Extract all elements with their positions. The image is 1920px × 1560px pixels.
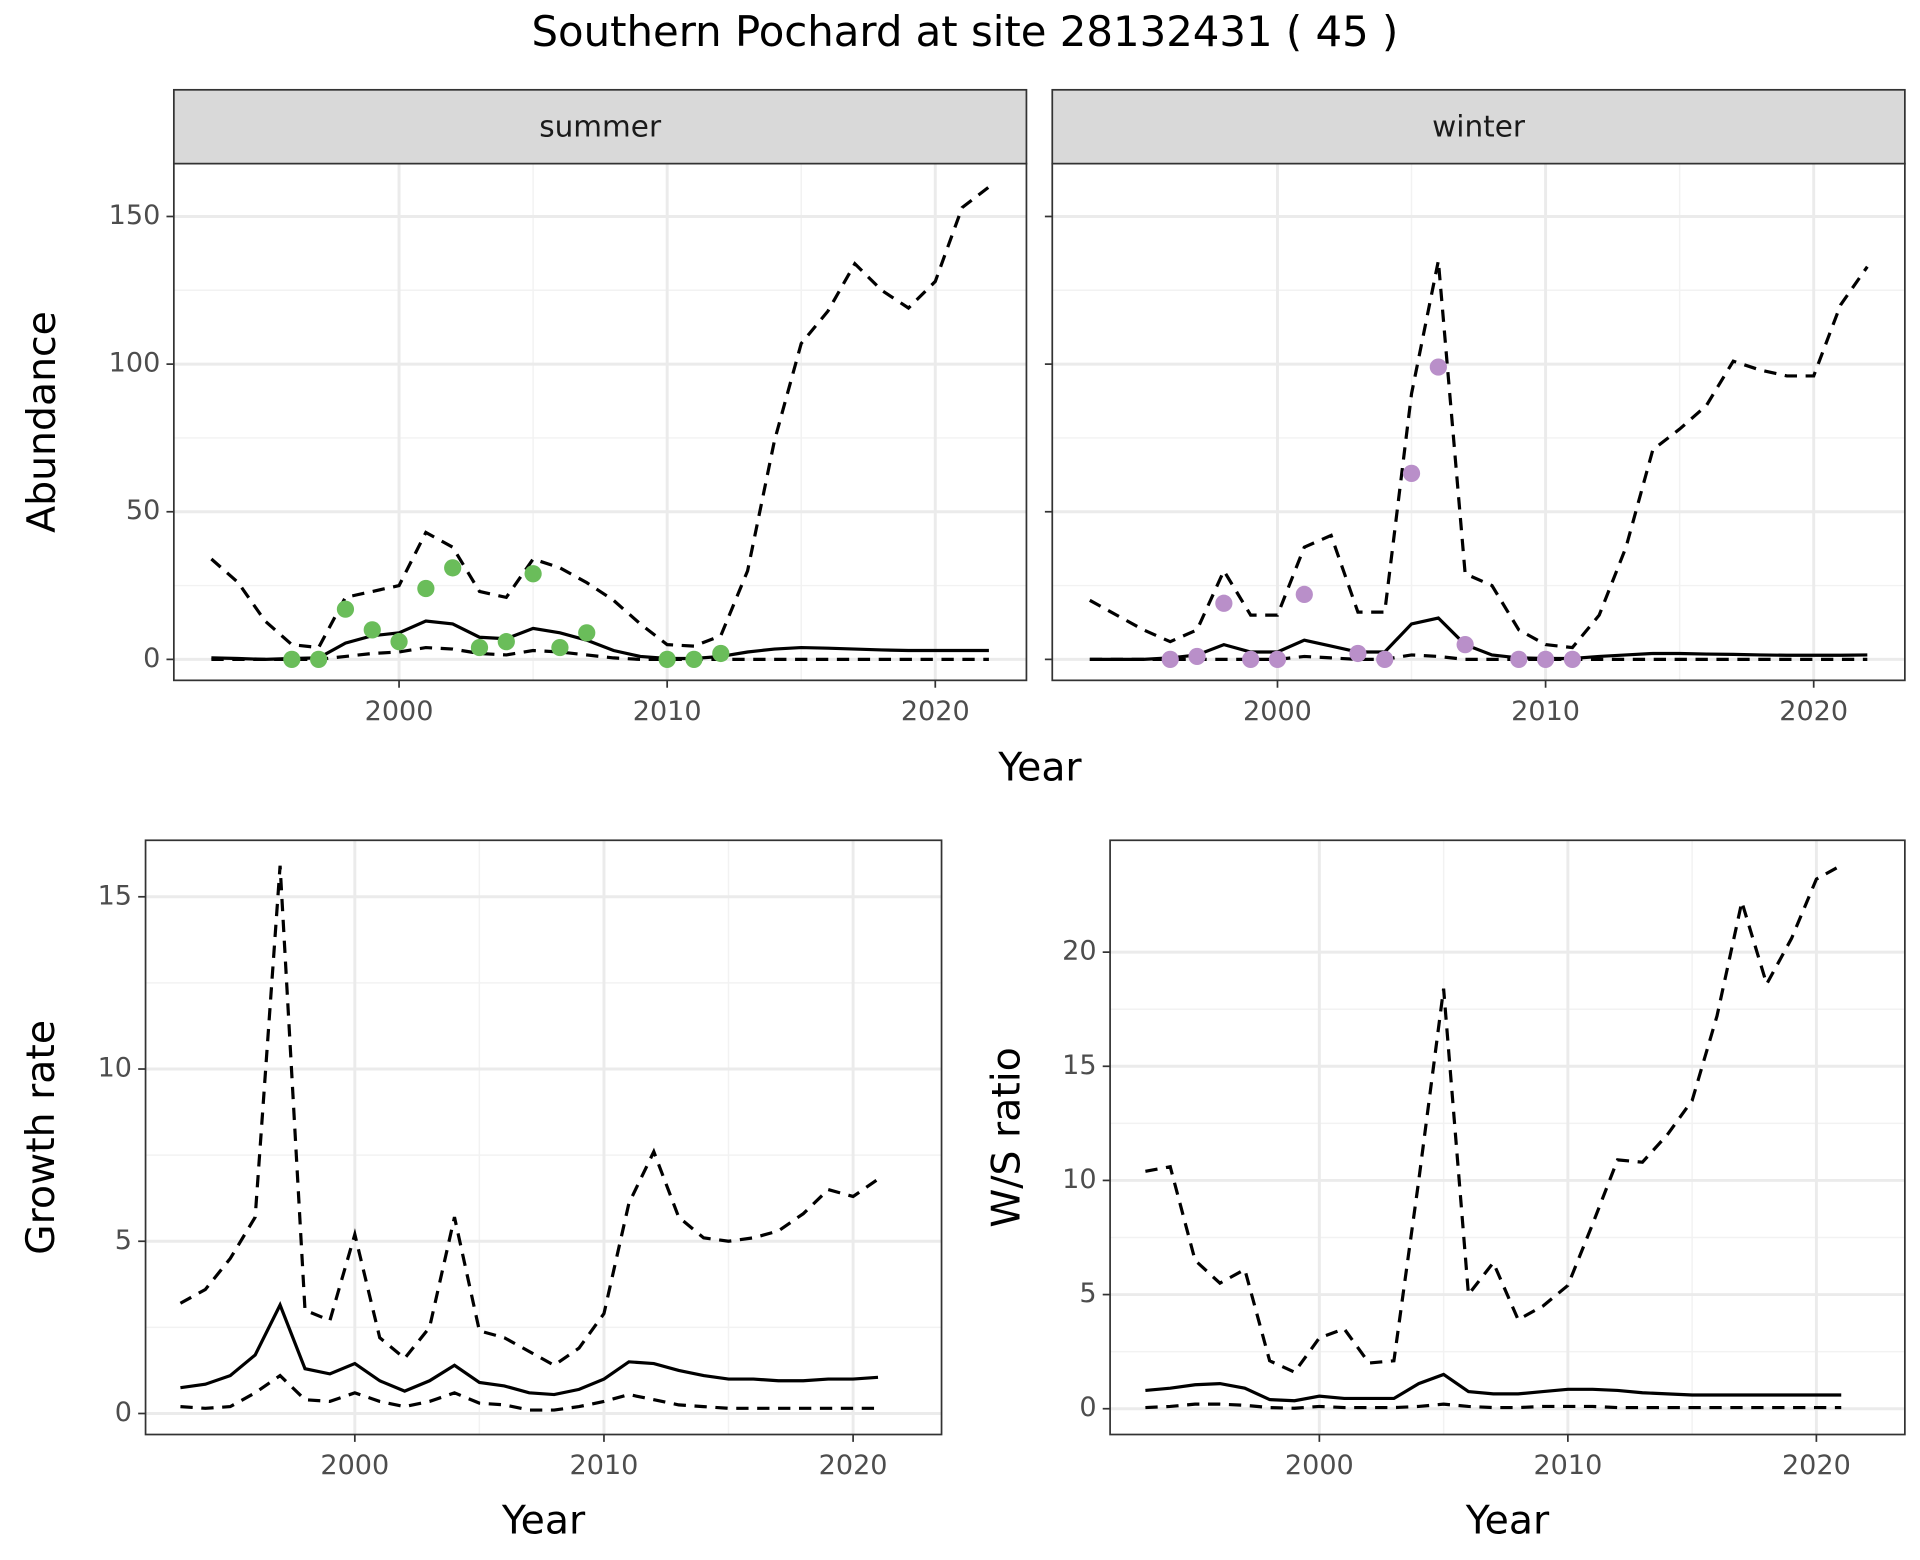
y-tick-label: 0 — [143, 643, 160, 674]
data-point — [1349, 644, 1367, 663]
data-point — [1402, 464, 1421, 482]
data-line — [1145, 863, 1843, 1375]
x-tick-label: 2020 — [819, 1450, 888, 1481]
data-point — [363, 621, 381, 639]
data-line — [180, 1301, 879, 1397]
data-point — [1295, 585, 1313, 604]
plot-background — [145, 840, 942, 1435]
y-axis-title: W/S ratio — [984, 1047, 1030, 1227]
data-point — [1376, 650, 1394, 668]
data-point — [283, 650, 301, 668]
data-point — [417, 579, 435, 598]
plot-background — [1110, 840, 1905, 1435]
y-tick-label: 0 — [1079, 1392, 1096, 1423]
y-axis-title: Abundance — [19, 311, 65, 533]
y-tick-label: 10 — [1062, 1164, 1096, 1195]
data-point — [524, 565, 542, 583]
data-point — [1188, 647, 1206, 666]
y-tick-label: 0 — [115, 1397, 132, 1428]
data-point — [712, 644, 730, 663]
data-line — [180, 1373, 879, 1412]
plot-border — [144, 839, 943, 1436]
data-point — [1536, 650, 1555, 668]
data-point — [336, 600, 355, 618]
data-line — [211, 619, 989, 661]
data-point — [390, 633, 408, 651]
plot-background — [173, 163, 1027, 681]
y-tick-label: 5 — [115, 1225, 132, 1256]
x-tick-label: 2020 — [901, 696, 970, 727]
data-point — [1563, 650, 1582, 668]
data-line — [211, 645, 989, 661]
data-point — [578, 624, 596, 642]
x-tick-label: 2020 — [1779, 696, 1848, 727]
y-tick-label: 150 — [109, 200, 161, 231]
y-tick-label: 10 — [98, 1053, 132, 1084]
data-point — [1456, 636, 1474, 654]
data-point — [658, 650, 676, 668]
data-point — [497, 633, 515, 651]
x-tick-label: 2000 — [1285, 1450, 1354, 1481]
data-point — [551, 638, 569, 657]
data-line — [1145, 1372, 1842, 1403]
plot-background — [1052, 163, 1905, 681]
x-tick-label: 2010 — [570, 1450, 639, 1481]
data-line — [1089, 616, 1868, 661]
data-point — [1510, 650, 1528, 668]
data-point — [1242, 650, 1260, 668]
y-tick-label: 20 — [1062, 936, 1096, 967]
y-tick-label: 15 — [1062, 1050, 1096, 1081]
x-tick-label: 2000 — [365, 696, 434, 727]
x-tick-label: 2010 — [633, 696, 702, 727]
data-point — [685, 650, 703, 668]
y-tick-label: 100 — [109, 348, 161, 379]
y-tick-label: 15 — [98, 880, 132, 911]
x-axis-title: Year — [1465, 1498, 1550, 1544]
x-tick-label: 2000 — [1243, 696, 1312, 727]
strip — [1051, 88, 1906, 165]
data-point — [1215, 594, 1233, 612]
data-line — [1089, 653, 1868, 661]
x-tick-label: 2000 — [320, 1450, 389, 1481]
x-tick-label: 2010 — [1533, 1450, 1602, 1481]
y-axis-title: Growth rate — [18, 1020, 64, 1255]
data-line — [179, 865, 879, 1368]
plot-border — [1109, 839, 1906, 1436]
strip — [172, 88, 1028, 165]
y-tick-label: 5 — [1079, 1278, 1096, 1309]
data-line — [1089, 260, 1869, 650]
x-tick-label: 2020 — [1782, 1450, 1851, 1481]
data-line — [1145, 1402, 1842, 1410]
data-point — [1429, 358, 1447, 376]
strip-label: summer — [539, 109, 662, 143]
data-point — [444, 559, 462, 577]
data-point — [1268, 650, 1287, 668]
x-axis-title: Year — [501, 1498, 586, 1544]
data-point — [1161, 650, 1179, 668]
strip-label: winter — [1432, 109, 1526, 143]
chart-title: Southern Pochard at site 28132431 ( 45 ) — [531, 7, 1398, 56]
x-axis-title: Year — [997, 745, 1082, 791]
data-point — [470, 638, 489, 657]
x-tick-label: 2010 — [1511, 696, 1580, 727]
data-point — [310, 650, 328, 668]
y-tick-label: 50 — [126, 495, 160, 526]
